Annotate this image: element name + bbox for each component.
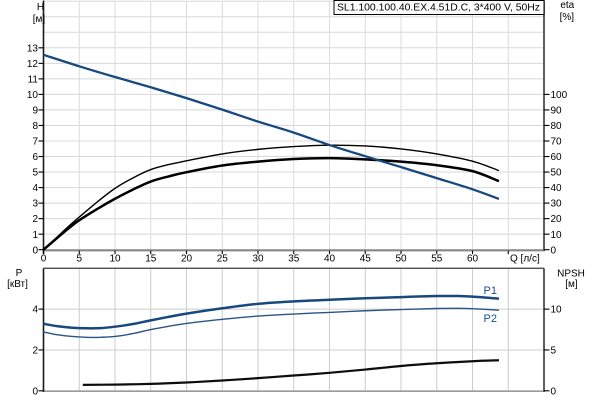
svg-text:10: 10 <box>551 230 563 241</box>
svg-text:11: 11 <box>28 74 39 85</box>
svg-text:SL1.100.100.40.EX.4.51D.C, 3*4: SL1.100.100.40.EX.4.51D.C, 3*400 V, 50Hz <box>337 2 540 13</box>
svg-text:20: 20 <box>181 254 193 265</box>
svg-text:50: 50 <box>395 254 407 265</box>
svg-text:0: 0 <box>32 386 38 397</box>
svg-text:3: 3 <box>32 199 38 210</box>
svg-text:40: 40 <box>551 183 563 194</box>
svg-text:0: 0 <box>551 245 557 256</box>
svg-text:7: 7 <box>32 137 38 148</box>
svg-text:35: 35 <box>288 254 300 265</box>
svg-text:10: 10 <box>27 90 39 101</box>
svg-text:10: 10 <box>551 305 563 316</box>
svg-text:0: 0 <box>32 245 38 256</box>
svg-text:6: 6 <box>32 152 38 163</box>
svg-text:30: 30 <box>252 254 264 265</box>
svg-text:[кВт]: [кВт] <box>7 279 28 290</box>
svg-text:[%]: [%] <box>560 12 575 23</box>
svg-text:0: 0 <box>41 254 47 265</box>
svg-text:H: H <box>37 2 44 13</box>
svg-text:80: 80 <box>551 121 563 132</box>
svg-text:60: 60 <box>467 254 479 265</box>
svg-text:55: 55 <box>431 254 443 265</box>
svg-text:20: 20 <box>551 214 563 225</box>
svg-text:100: 100 <box>551 90 568 101</box>
svg-text:50: 50 <box>551 168 563 179</box>
svg-text:8: 8 <box>32 121 38 132</box>
svg-text:70: 70 <box>551 137 563 148</box>
svg-text:5: 5 <box>32 168 38 179</box>
svg-text:90: 90 <box>551 106 563 117</box>
svg-text:9: 9 <box>32 106 38 117</box>
svg-text:45: 45 <box>360 254 372 265</box>
svg-text:NPSH: NPSH <box>557 269 585 280</box>
svg-text:[м]: [м] <box>33 14 46 25</box>
svg-text:0: 0 <box>551 386 557 397</box>
svg-text:13: 13 <box>27 43 39 54</box>
svg-text:5: 5 <box>76 254 82 265</box>
svg-text:1: 1 <box>32 230 38 241</box>
svg-text:60: 60 <box>551 152 563 163</box>
svg-text:10: 10 <box>109 254 121 265</box>
svg-text:P2: P2 <box>484 313 497 325</box>
svg-text:25: 25 <box>217 254 229 265</box>
svg-text:4: 4 <box>32 183 38 194</box>
svg-text:40: 40 <box>324 254 336 265</box>
svg-text:30: 30 <box>551 199 563 210</box>
svg-text:P1: P1 <box>484 285 497 297</box>
svg-text:4: 4 <box>32 305 38 316</box>
svg-text:5: 5 <box>551 346 557 357</box>
svg-text:12: 12 <box>27 59 39 70</box>
svg-text:eta: eta <box>560 0 574 11</box>
svg-text:Q [л/с]: Q [л/с] <box>510 254 540 265</box>
svg-text:P: P <box>16 268 23 279</box>
svg-text:2: 2 <box>32 214 38 225</box>
svg-text:[м]: [м] <box>565 279 578 290</box>
svg-text:15: 15 <box>145 254 157 265</box>
svg-text:2: 2 <box>32 346 38 357</box>
